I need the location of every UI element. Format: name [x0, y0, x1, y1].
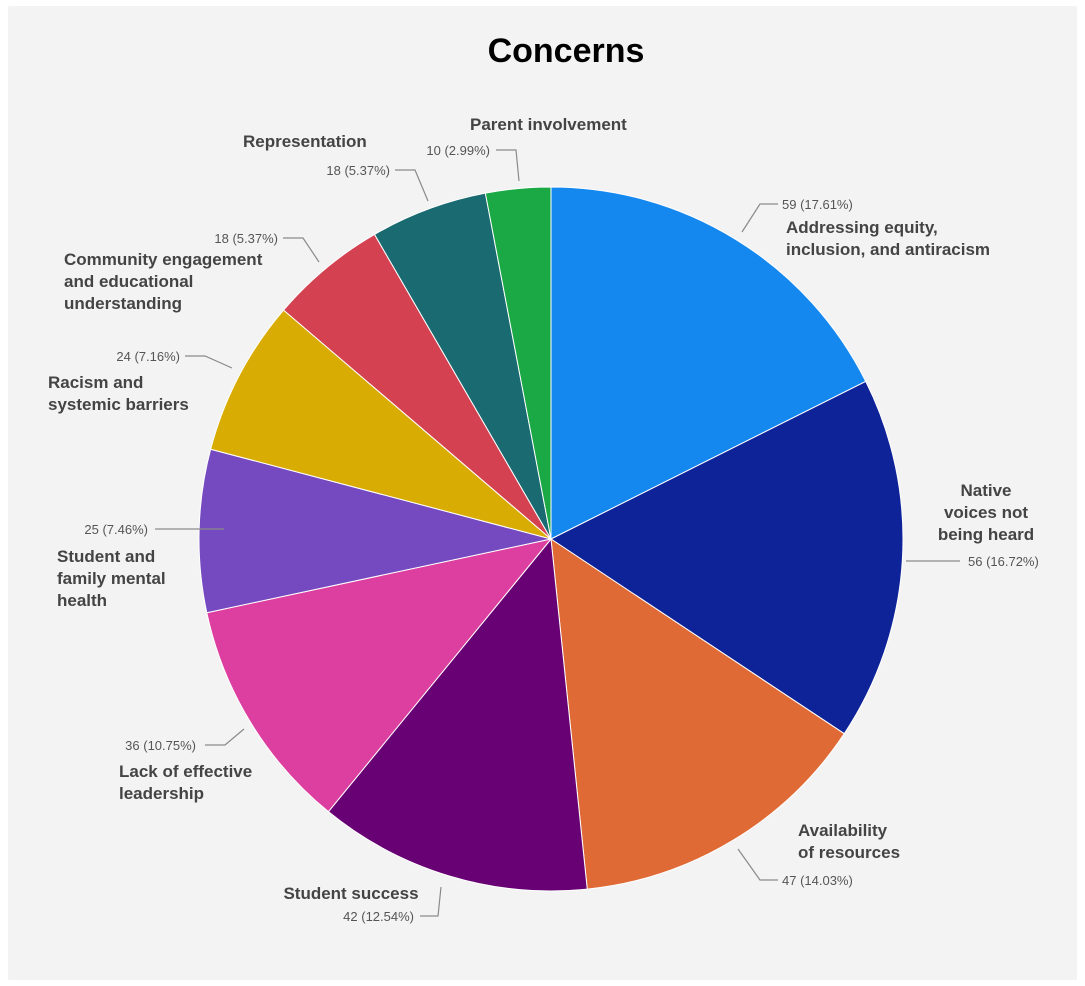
slice-value-label: 36 (10.75%) [125, 738, 196, 753]
slice-value-label: 25 (7.46%) [84, 522, 148, 537]
slice-category-label: Student success [283, 884, 418, 903]
slice-category-label: Lack of effective leadership [119, 762, 252, 803]
slice-category-label: Addressing equity, inclusion, and antirac… [786, 218, 990, 259]
pie-slice [550, 537, 845, 890]
slice-category-label: Community engagement and educational under… [64, 250, 263, 313]
leader-lines [155, 149, 960, 917]
slice-category-label: Native voices not being heard [938, 481, 1034, 544]
slice-value-label: 10 (2.99%) [426, 143, 490, 158]
slice-value-label: 24 (7.16%) [116, 349, 180, 364]
slice-value-label: 59 (17.61%) [782, 197, 853, 212]
slice-value-label: 18 (5.37%) [326, 163, 390, 178]
slice-category-label: Student and family mental health [57, 547, 166, 610]
chart-title: Concerns [488, 32, 645, 70]
leader-line [496, 149, 520, 182]
pie-slice [550, 380, 904, 735]
slice-labels: 59 (17.61%) Addressing equity, inclusion, … [48, 115, 1039, 924]
leader-line [741, 203, 778, 233]
leader-line [420, 886, 442, 917]
pie-slice [198, 448, 552, 614]
slice-category-label: Availability of resources [798, 821, 900, 862]
slice-category-label: Parent involvement [470, 115, 627, 134]
leader-line [283, 237, 320, 263]
pie-slice [484, 186, 552, 540]
slice-value-label: 42 (12.54%) [343, 909, 414, 924]
pie-slices [198, 186, 904, 892]
leader-line [737, 848, 778, 881]
slice-value-label: 47 (14.03%) [782, 873, 853, 888]
slice-value-label: 56 (16.72%) [968, 554, 1039, 569]
leader-line [205, 728, 245, 746]
pie-slice [210, 309, 552, 540]
leader-line [185, 355, 233, 369]
leader-line [395, 169, 429, 202]
pie-slice [550, 186, 867, 540]
pie-slice [327, 537, 588, 892]
slice-category-label: Racism and systemic barriers [48, 373, 189, 414]
pie-slice [206, 538, 553, 813]
slice-value-label: 18 (5.37%) [214, 231, 278, 246]
slice-category-label: Representation [243, 132, 367, 151]
